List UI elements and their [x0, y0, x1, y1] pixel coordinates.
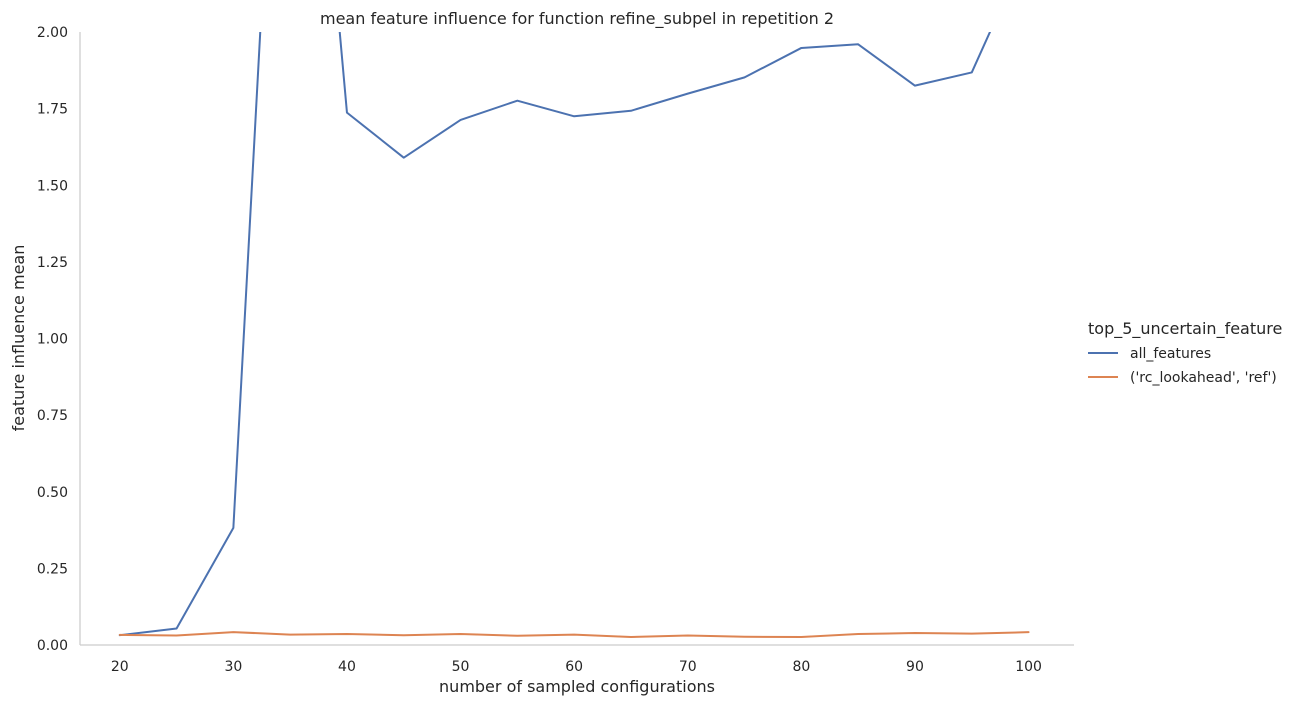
series-line-1	[118, 631, 1030, 639]
x-tick-label: 70	[679, 659, 697, 675]
y-tick-labels: 0.00 0.25 0.50 0.75 1.00 1.25 1.50 1.75 2.00	[37, 25, 68, 654]
y-tick-label: 1.25	[37, 255, 68, 271]
series-line-0	[118, 32, 992, 637]
x-tick-label: 80	[792, 659, 810, 675]
legend-items: all_features ('rc_lookahead', 'ref')	[1088, 346, 1277, 386]
y-tick-label: 0.50	[37, 485, 68, 501]
y-tick-label: 1.50	[37, 178, 68, 194]
chart-title: mean feature influence for function refi…	[320, 9, 834, 29]
y-axis-label: feature influence mean	[9, 245, 28, 432]
x-tick-label: 100	[1015, 659, 1042, 675]
x-tick-label: 30	[224, 659, 242, 675]
legend: top_5_uncertain_feature all_features ('rc…	[1088, 319, 1282, 386]
x-tick-labels: 20 30 40 50 60 70 80 90 100	[111, 659, 1042, 675]
y-tick-label: 0.25	[37, 561, 68, 577]
series-lines	[118, 32, 1030, 639]
x-tick-label: 40	[338, 659, 356, 675]
y-tick-label: 2.00	[37, 25, 68, 41]
x-tick-label: 60	[565, 659, 583, 675]
x-tick-label: 20	[111, 659, 129, 675]
x-tick-label: 90	[906, 659, 924, 675]
legend-label: ('rc_lookahead', 'ref')	[1130, 370, 1277, 386]
y-tick-label: 1.00	[37, 332, 68, 348]
y-tick-label: 1.75	[37, 102, 68, 118]
x-axis-label: number of sampled configurations	[439, 677, 715, 696]
x-tick-label: 50	[452, 659, 470, 675]
y-tick-label: 0.00	[37, 638, 68, 654]
legend-label: all_features	[1130, 346, 1211, 362]
y-tick-label: 0.75	[37, 408, 68, 424]
legend-title: top_5_uncertain_feature	[1088, 319, 1282, 339]
